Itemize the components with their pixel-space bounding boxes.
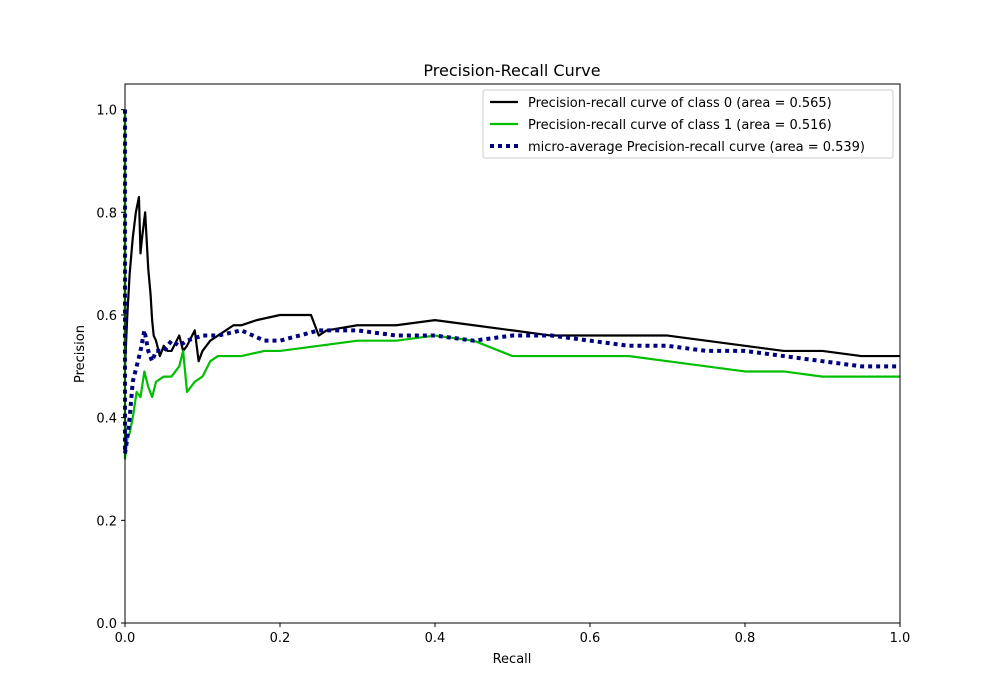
x-tick-label: 0.2 bbox=[270, 631, 291, 646]
legend-frame bbox=[482, 89, 894, 159]
x-tick-label: 0.8 bbox=[735, 631, 756, 646]
y-axis-label: Precision bbox=[73, 325, 88, 383]
series-layer bbox=[123, 109, 900, 460]
y-tick-label: 0.0 bbox=[96, 617, 117, 632]
y-tick-label: 0.6 bbox=[96, 309, 117, 324]
series-line-1 bbox=[123, 109, 900, 460]
series-line-2 bbox=[123, 109, 900, 456]
plot-area bbox=[125, 84, 900, 623]
x-axis-label: Recall bbox=[493, 652, 532, 667]
x-tick-label: 1.0 bbox=[890, 631, 911, 646]
y-tick-label: 0.4 bbox=[96, 412, 117, 427]
x-tick-label: 0.6 bbox=[580, 631, 601, 646]
legend-label-0: Precision-recall curve of class 0 (area … bbox=[528, 96, 832, 111]
chart-title: Precision-Recall Curve bbox=[423, 61, 600, 80]
x-tick-label: 0.0 bbox=[115, 631, 136, 646]
series-line-0 bbox=[123, 109, 900, 368]
y-tick-label: 0.2 bbox=[96, 514, 117, 529]
plot-frame bbox=[124, 83, 901, 624]
axes-layer: 0.0 0.2 0.4 0.6 0.8 1.0 0.0 0.2 0.4 0.6 0.8 1.0 bbox=[96, 104, 910, 646]
legend-label-2: micro-average Precision-recall curve (ar… bbox=[528, 140, 865, 155]
x-tick-label: 0.4 bbox=[425, 631, 446, 646]
legend: Precision-recall curve of class 0 (area … bbox=[482, 89, 894, 159]
legend-label-1: Precision-recall curve of class 1 (area … bbox=[528, 118, 832, 133]
y-tick-label: 1.0 bbox=[96, 104, 117, 119]
y-tick-label: 0.8 bbox=[96, 206, 117, 221]
